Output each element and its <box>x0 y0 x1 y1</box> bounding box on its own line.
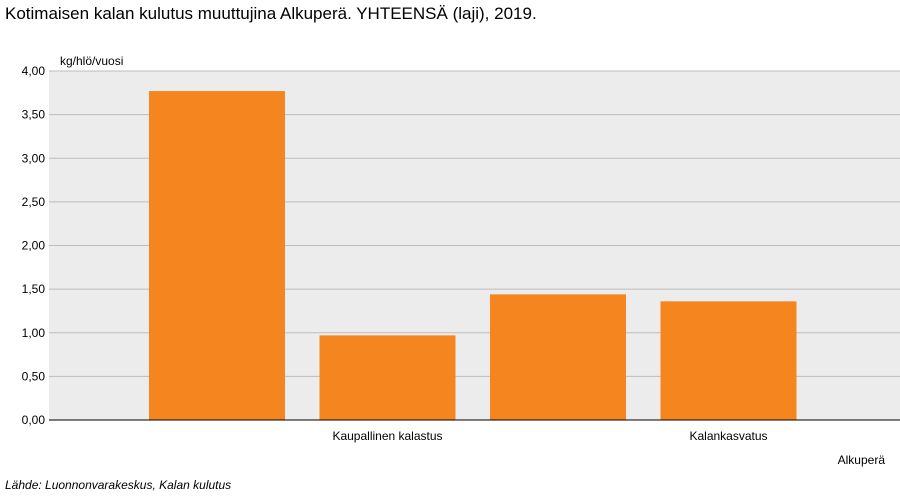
bar <box>149 91 285 420</box>
y-tick-label: 1,50 <box>22 282 46 296</box>
source-note: Lähde: Luonnonvarakeskus, Kalan kulutus <box>5 478 232 492</box>
x-axis-label: Alkuperä <box>837 453 885 467</box>
x-tick-label: Kaupallinen kalastus <box>332 429 442 443</box>
x-tick-label: Kalankasvatus <box>689 429 767 443</box>
y-tick-label: 1,00 <box>22 326 46 340</box>
chart-title: Kotimaisen kalan kulutus muuttujina Alku… <box>5 4 537 23</box>
y-axis-label: kg/hlö/vuosi <box>60 54 124 68</box>
y-tick-label: 2,50 <box>22 195 46 209</box>
y-tick-label: 0,50 <box>22 369 46 383</box>
y-tick-label: 3,50 <box>22 108 46 122</box>
y-tick-label: 0,00 <box>22 413 46 427</box>
y-tick-label: 3,00 <box>22 151 46 165</box>
x-tick-labels: Kaupallinen kalastus Kalankasvatus <box>332 429 767 443</box>
bar <box>319 335 456 420</box>
y-tick-labels: 0,00 0,50 1,00 1,50 2,00 2,50 3,00 3,50 4,00 <box>22 64 46 427</box>
y-tick-label: 2,00 <box>22 239 46 253</box>
y-tick-label: 4,00 <box>22 64 46 78</box>
bar <box>660 301 797 420</box>
bar <box>490 294 626 420</box>
bars <box>149 91 797 420</box>
